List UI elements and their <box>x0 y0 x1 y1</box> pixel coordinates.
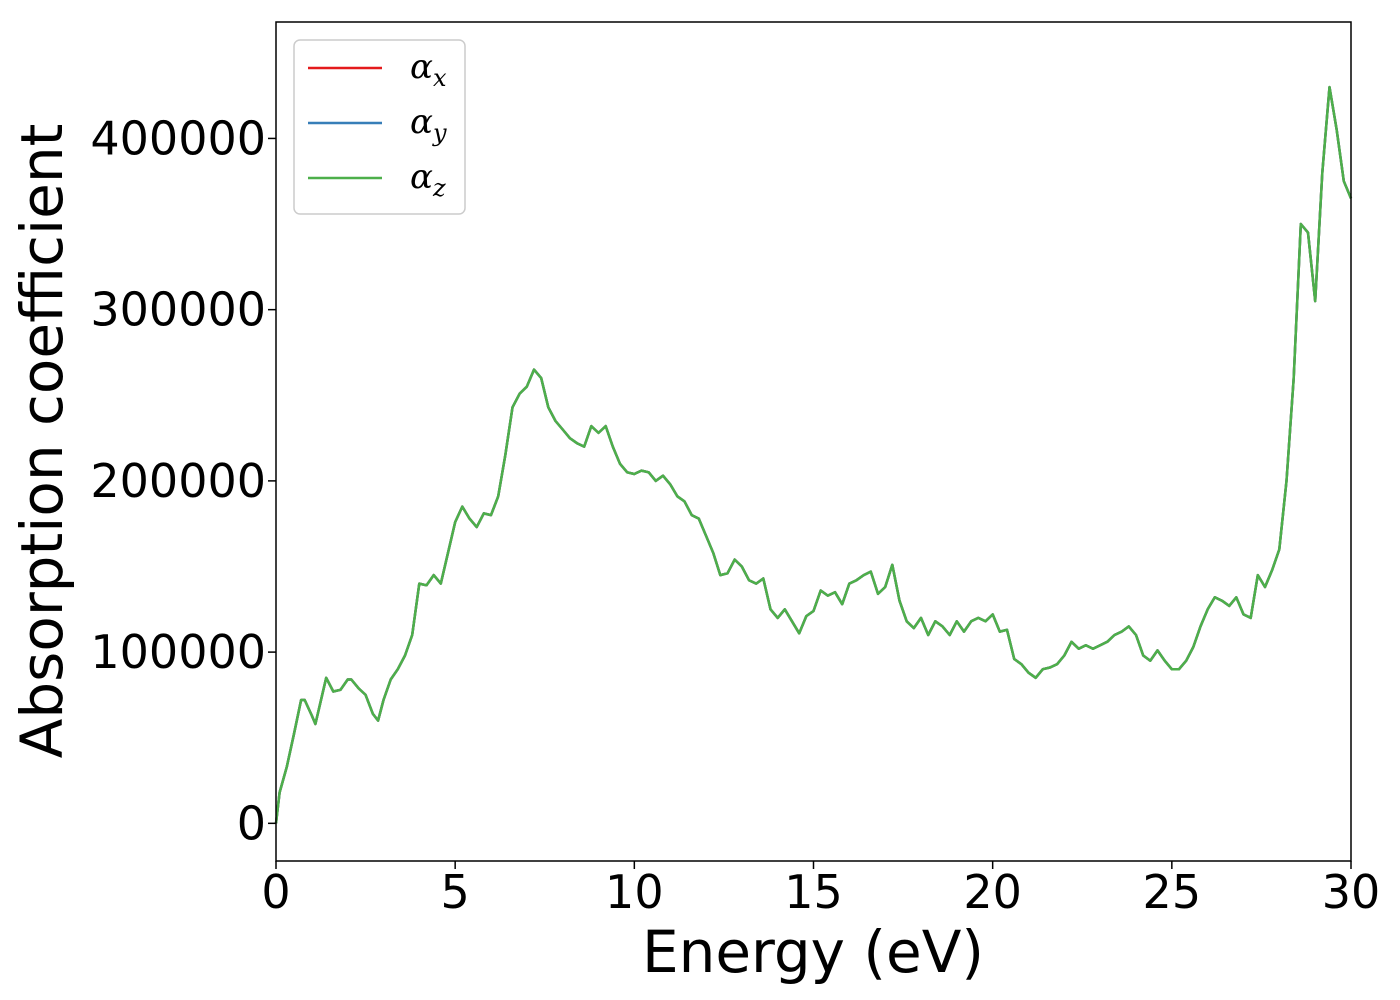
x-tick-label: 15 <box>784 865 843 919</box>
x-tick-label: 25 <box>1143 865 1202 919</box>
x-tick-label: 10 <box>605 865 664 919</box>
y-axis-ticks: 0 100000 200000 300000 400000 <box>90 111 276 850</box>
x-tick-label: 20 <box>963 865 1022 919</box>
series-line-alpha-z <box>274 85 1353 824</box>
legend-box <box>293 39 466 215</box>
y-tick-label: 100000 <box>90 625 266 679</box>
legend-label-alpha-x: αx <box>410 47 447 92</box>
y-tick-label: 400000 <box>90 111 266 165</box>
series-lines <box>274 85 1353 824</box>
y-axis-label: Absorption coefficient <box>8 124 76 759</box>
y-tick-label: 200000 <box>90 454 266 508</box>
x-axis-label: Energy (eV) <box>642 918 984 986</box>
legend-label-alpha-y: αy <box>410 102 447 147</box>
x-tick-label: 5 <box>441 865 470 919</box>
y-tick-label: 0 <box>237 796 266 850</box>
x-axis-ticks: 0 5 10 15 20 25 30 <box>261 861 1380 919</box>
x-tick-label: 0 <box>261 865 290 919</box>
x-tick-label: 30 <box>1322 865 1381 919</box>
y-tick-label: 300000 <box>90 283 266 337</box>
